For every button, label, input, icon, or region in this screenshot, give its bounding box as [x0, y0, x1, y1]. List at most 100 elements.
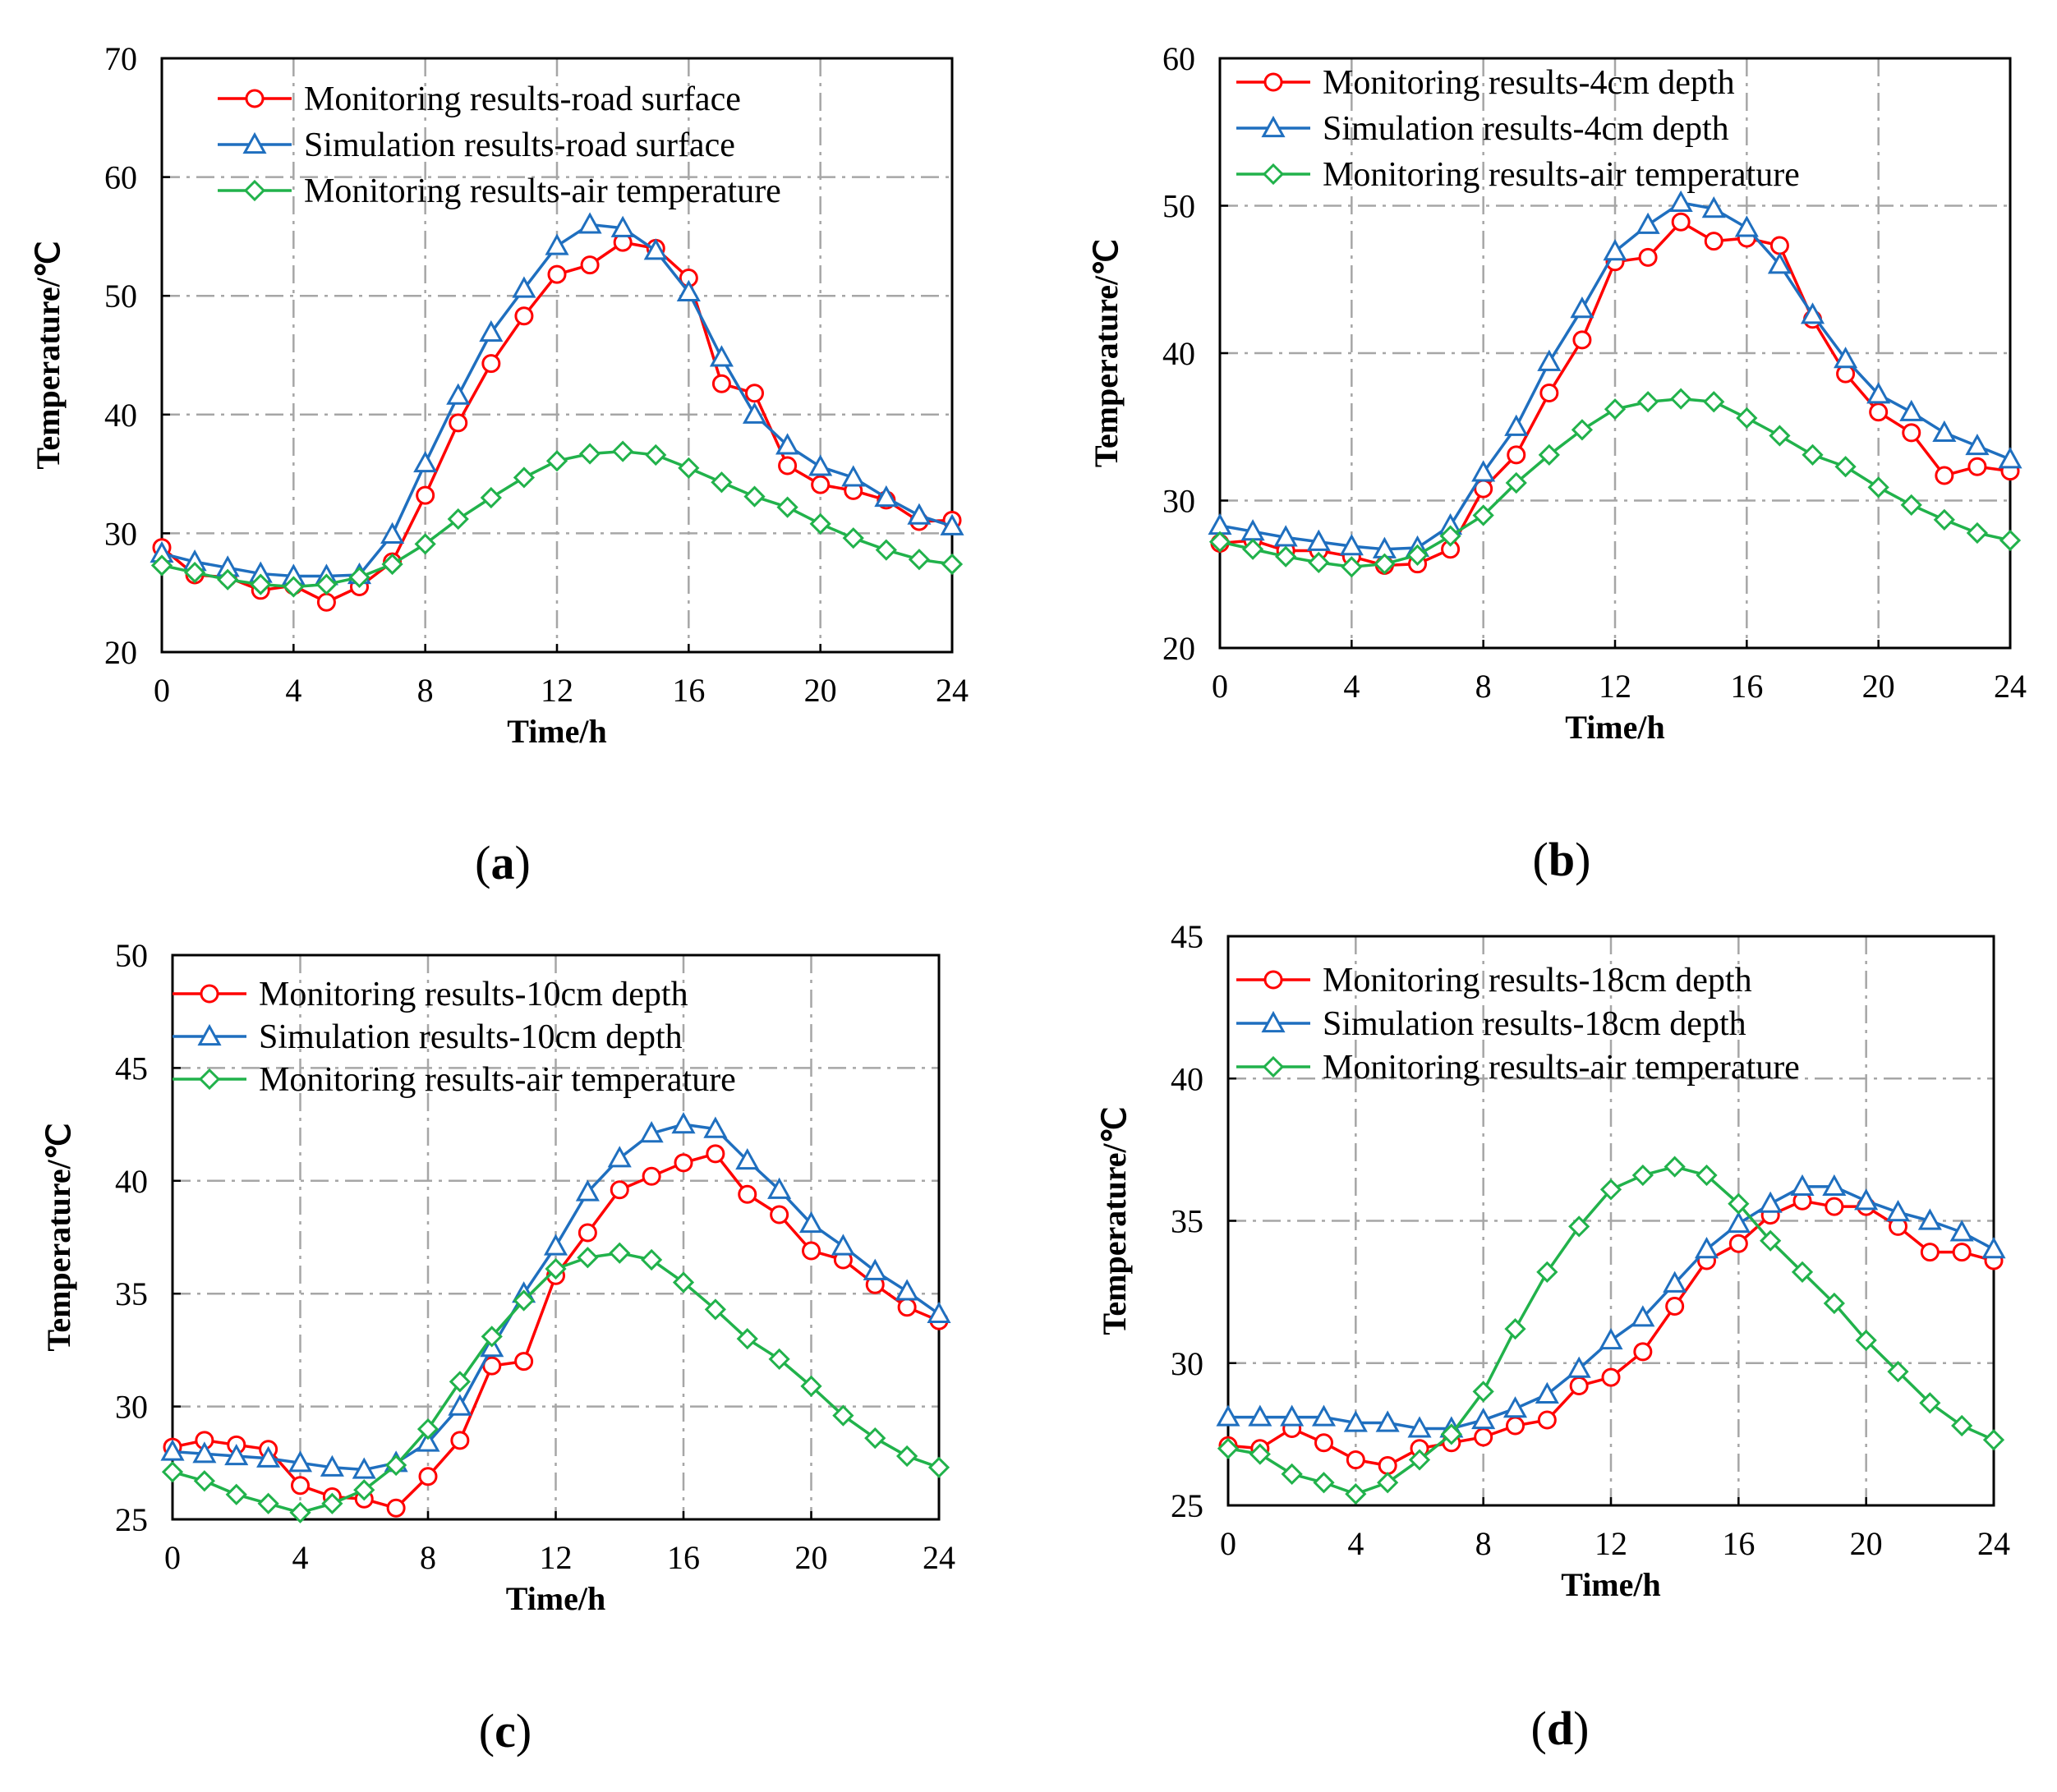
data-point [1567, 1356, 1591, 1378]
x-tick-label: 0 [1212, 668, 1228, 705]
data-point [1604, 398, 1627, 420]
data-point [481, 1326, 503, 1348]
y-tick-label: 20 [1162, 630, 1195, 667]
data-point [1920, 1243, 1940, 1262]
panel-label: (a) [475, 836, 531, 889]
data-point [1728, 1234, 1748, 1253]
x-tick-label: 16 [1730, 668, 1763, 705]
legend: Monitoring results-18cm depth Simulation … [1236, 962, 1800, 1087]
data-point [1308, 551, 1330, 574]
data-point [808, 454, 833, 476]
data-point [811, 475, 831, 494]
data-point [1665, 1296, 1685, 1316]
data-point [704, 1298, 726, 1321]
y-tick-label: 45 [115, 1050, 148, 1087]
data-point [1790, 1174, 1815, 1197]
data-point [745, 384, 764, 403]
data-point [1504, 1318, 1526, 1340]
data-point [1704, 232, 1723, 251]
data-point [802, 1241, 821, 1261]
y-tick-label: 30 [104, 515, 137, 552]
legend-label: Monitoring results-air temperature [259, 1061, 736, 1099]
legend-label: Monitoring results-road surface [304, 80, 741, 118]
legend-label: Simulation results-18cm depth [1323, 1005, 1746, 1043]
data-point [1791, 1261, 1814, 1283]
x-tick-label: 20 [795, 1539, 828, 1576]
y-axis-label: Temperature/℃ [30, 241, 67, 469]
x-tick-label: 4 [292, 1539, 309, 1576]
data-point [874, 485, 899, 508]
data-point [1823, 1292, 1845, 1315]
y-tick-label: 40 [104, 397, 137, 434]
data-point [1472, 504, 1494, 526]
data-point [1668, 190, 1693, 213]
data-point [1932, 420, 1957, 443]
data-point [1917, 1208, 1942, 1230]
data-point [1999, 529, 2022, 552]
y-tick-label: 25 [1171, 1487, 1203, 1524]
legend-label: Monitoring results-10cm depth [259, 976, 688, 1013]
y-tick-label: 35 [115, 1275, 148, 1312]
data-point [1664, 1156, 1686, 1178]
data-point [1343, 1410, 1368, 1432]
x-tick-label: 16 [667, 1539, 700, 1576]
data-point [192, 1441, 217, 1463]
data-point [250, 573, 272, 595]
data-point [1800, 302, 1825, 324]
data-point [1694, 1237, 1719, 1259]
data-point [545, 450, 568, 472]
data-point [1249, 1443, 1271, 1465]
y-axis-label: Temperature/℃ [1088, 239, 1125, 467]
data-point [896, 1445, 918, 1468]
legend-marker [1262, 163, 1285, 186]
data-point [1571, 419, 1594, 441]
data-point [217, 568, 239, 590]
y-tick-label: 70 [104, 40, 137, 77]
x-axis-label: Time/h [1561, 1566, 1661, 1603]
x-tick-label: 16 [1722, 1525, 1755, 1562]
series-air [150, 440, 964, 598]
data-point [225, 1483, 247, 1505]
data-point [580, 255, 600, 275]
legend: Monitoring results-4cm depth Simulation r… [1236, 64, 1800, 194]
x-tick-label: 16 [672, 672, 705, 709]
data-point [160, 1439, 185, 1461]
data-point [1636, 212, 1660, 234]
panel-label: (d) [1531, 1702, 1590, 1755]
data-point [1885, 1200, 1911, 1222]
data-point [1537, 349, 1562, 371]
data-point [1633, 1342, 1653, 1362]
data-point [416, 1418, 439, 1440]
data-point [547, 264, 567, 284]
data-point [1506, 1416, 1525, 1436]
legend-marker [1263, 72, 1283, 92]
data-point [1701, 196, 1726, 218]
data-point [863, 1258, 887, 1280]
data-point [800, 1375, 822, 1397]
legend-marker [1261, 1010, 1286, 1033]
data-point [940, 513, 964, 535]
data-point [770, 1205, 789, 1225]
data-point [543, 1234, 568, 1256]
data-point [1311, 1404, 1337, 1427]
data-point [895, 1279, 919, 1301]
data-point [1378, 1455, 1397, 1475]
data-point [1933, 508, 1955, 531]
data-point [1572, 330, 1592, 350]
data-point [674, 1153, 693, 1173]
data-point [809, 512, 831, 535]
chart-panel-b: 0 4 8 12 16 20 24 20 30 40 50 60 Time/h Temperature/℃… [1088, 40, 2027, 886]
data-point [1599, 1327, 1623, 1350]
data-point [1471, 1407, 1496, 1430]
x-tick-label: 20 [804, 672, 837, 709]
data-point [1854, 1188, 1879, 1211]
x-tick-label: 8 [417, 672, 434, 709]
data-point [1736, 407, 1758, 430]
legend-marker [245, 89, 265, 108]
legend-marker [1262, 1055, 1285, 1078]
data-point [1726, 1211, 1751, 1234]
data-point [1407, 1416, 1432, 1438]
data-point [736, 1328, 758, 1350]
data-point [1902, 423, 1921, 443]
data-point [706, 1144, 725, 1164]
